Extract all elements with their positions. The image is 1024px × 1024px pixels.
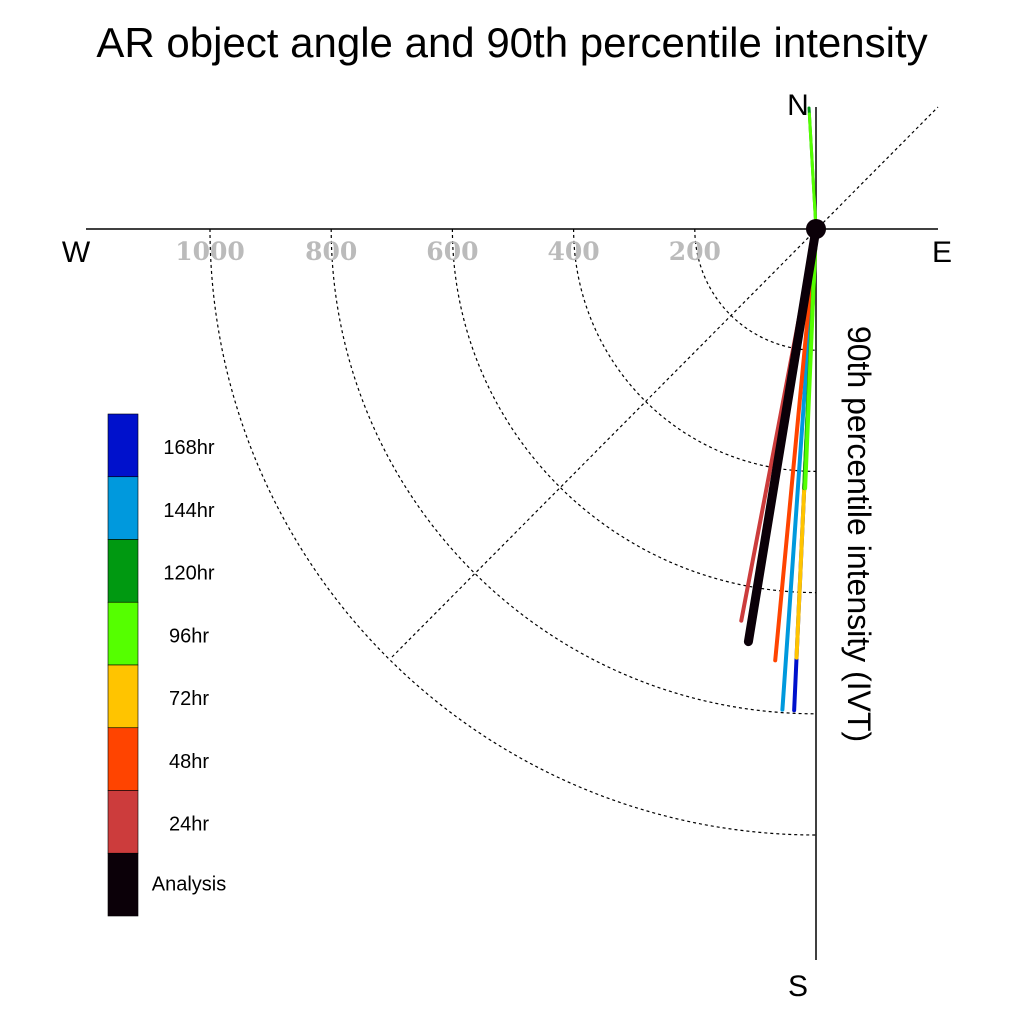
legend-label: 72hr <box>169 688 209 710</box>
radial-tick-labels: 200 400 600 800 1000 <box>175 237 721 266</box>
legend-swatch <box>107 539 139 603</box>
radial-tick-label: 200 <box>669 237 721 266</box>
radial-tick-label: 800 <box>305 237 357 266</box>
legend-swatch <box>107 790 139 854</box>
legend-label: Analysis <box>152 873 226 895</box>
radial-ring-1000 <box>209 228 817 836</box>
legend-swatch <box>107 852 139 917</box>
radial-tick-label: 1000 <box>175 237 245 266</box>
series-rays <box>739 224 821 713</box>
legend-swatch <box>107 413 139 478</box>
legend-label: 96hr <box>169 625 209 647</box>
legend-swatch <box>107 476 139 540</box>
legend-swatch <box>107 664 139 729</box>
radial-ring-600 <box>451 228 817 594</box>
legend-swatch <box>107 601 139 666</box>
legend: 168hr 144hr 120hr 96hr 72hr 48hr 24hr Analysis <box>107 413 226 917</box>
legend-label: 24hr <box>169 814 209 836</box>
radial-ring-200 <box>694 228 817 351</box>
ray-analysis <box>743 224 821 647</box>
north-tails <box>807 106 818 231</box>
compass-west: W <box>62 236 91 269</box>
legend-label: 168hr <box>163 437 214 459</box>
compass-south: S <box>788 970 808 1003</box>
radial-ring-400 <box>573 228 817 472</box>
radial-ring-800 <box>330 228 817 715</box>
legend-swatch <box>107 727 139 791</box>
radial-tick-label: 400 <box>548 237 600 266</box>
compass-east: E <box>932 236 952 269</box>
north-tail <box>807 112 818 231</box>
ray-48hr <box>773 227 818 663</box>
radial-axis-title: 90th percentile intensity (IVT) <box>841 326 877 742</box>
origin-marker <box>806 219 826 239</box>
legend-label: 120hr <box>163 563 214 585</box>
ray-96hr <box>803 227 818 491</box>
radial-tick-label: 600 <box>426 237 478 266</box>
radial-rings <box>209 228 817 836</box>
legend-label: 144hr <box>163 500 214 522</box>
chart-title: AR object angle and 90th percentile inte… <box>96 19 927 66</box>
legend-label: 48hr <box>169 751 209 773</box>
compass-north: N <box>787 89 809 122</box>
